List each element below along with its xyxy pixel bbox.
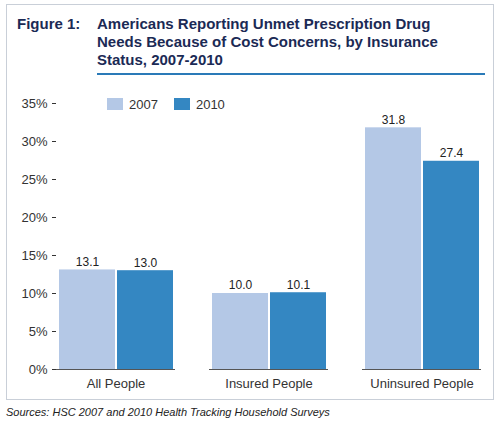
- svg-text:All People: All People: [87, 376, 146, 391]
- svg-text:25%: 25%: [21, 172, 47, 187]
- svg-text:Insured People: Insured People: [225, 376, 312, 391]
- html-text:2010: 2010: [195, 97, 225, 112]
- svg-text:0%: 0%: [29, 362, 48, 377]
- svg-text:13.0: 13.0: [134, 256, 158, 270]
- svg-text:20%: 20%: [21, 210, 47, 225]
- svg-text:10.0: 10.0: [229, 278, 253, 292]
- svg-text:35%: 35%: [21, 96, 47, 111]
- html-text:Americans Reporting Unmet Pres: Americans Reporting Unmet Prescription D…: [97, 15, 438, 68]
- svg-text:5%: 5%: [29, 324, 48, 339]
- svg-text:13.1: 13.1: [76, 255, 100, 269]
- svg-text:31.8: 31.8: [382, 113, 406, 127]
- svg-text:10%: 10%: [21, 286, 47, 301]
- svg-text:15%: 15%: [21, 248, 47, 263]
- svg-text:10.1: 10.1: [287, 278, 311, 292]
- svg-text:27.4: 27.4: [440, 146, 464, 160]
- html-text:Sources: HSC 2007 and 2010 Hea: Sources: HSC 2007 and 2010 Health Tracki…: [6, 406, 330, 418]
- html-text:2007: 2007: [129, 97, 158, 112]
- svg-text:30%: 30%: [21, 134, 47, 149]
- svg-text:Uninsured People: Uninsured People: [370, 376, 473, 391]
- html-text:Figure 1:: Figure 1:: [17, 15, 81, 32]
